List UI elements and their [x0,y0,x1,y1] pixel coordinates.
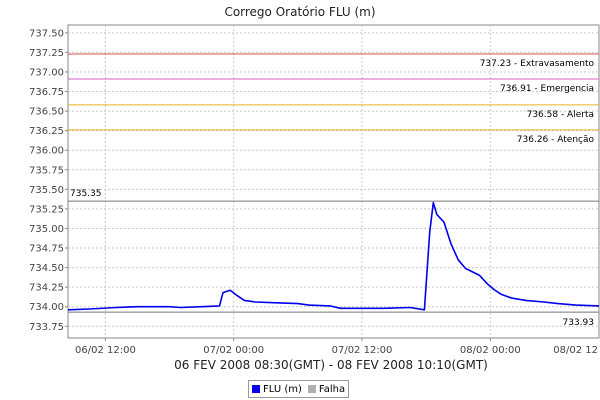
y-tick-label: 735.75 [29,165,64,176]
x-tick-label: 08/02 00:00 [460,345,521,356]
y-tick-label: 736.75 [29,87,64,98]
y-tick-label: 734.50 [29,263,64,274]
y-tick-label: 735.50 [29,185,64,196]
legend-label-falha: Falha [318,383,346,395]
threshold-label: 737.23 - Extravasamento [480,59,595,69]
y-tick-label: 734.00 [29,302,64,313]
y-tick-label: 736.25 [29,126,64,137]
y-tick-label: 737.00 [29,67,64,78]
legend-swatch-flu [252,385,260,393]
min-max-markers: 735.35 733.93 [68,189,599,328]
x-tick-label: 06/02 12:00 [75,345,136,356]
x-tick-label: 08/02 12 [553,345,598,356]
threshold-lines: 737.23 - Extravasamento 736.91 - Emergenc… [68,53,599,145]
legend-swatch-falha [307,385,316,393]
legend-label-flu: FLU (m) [263,383,302,395]
y-tick-label: 735.00 [29,224,64,235]
series-line-0 [67,201,600,311]
x-tick-label: 07/02 00:00 [203,345,264,356]
chart-title: Corrego Oratório FLU (m) [224,5,375,19]
x-axis-title: 06 FEV 2008 08:30(GMT) - 08 FEV 2008 10:… [174,358,488,372]
legend-item-flu[interactable]: FLU (m) [252,384,302,395]
x-axis: 06/02 12:00 07/02 00:00 07/02 12:00 08/02 0… [75,338,598,356]
y-tick-label: 736.50 [29,107,64,118]
threshold-label: 736.58 - Alerta [527,110,594,120]
series-layer [67,201,600,311]
y-tick-label: 734.75 [29,244,64,255]
y-tick-label: 737.50 [29,28,64,39]
legend-item-falha[interactable]: Falha [307,383,346,395]
y-tick-label: 735.25 [29,204,64,215]
max-label: 735.35 [70,189,102,199]
y-tick-label: 737.25 [29,48,64,59]
threshold-label: 736.26 - Atenção [517,135,595,145]
min-label: 733.93 [563,318,595,328]
y-axis: 733.75 734.00 734.25 734.50 734.75 735.00 735.… [29,28,68,333]
y-tick-label: 733.75 [29,322,64,333]
threshold-label: 736.91 - Emergencia [500,84,594,94]
legend: FLU (m) Falha [248,380,350,398]
y-tick-label: 736.00 [29,146,64,157]
x-tick-label: 07/02 12:00 [332,345,393,356]
plot-area [67,24,600,339]
y-tick-label: 734.25 [29,283,64,294]
